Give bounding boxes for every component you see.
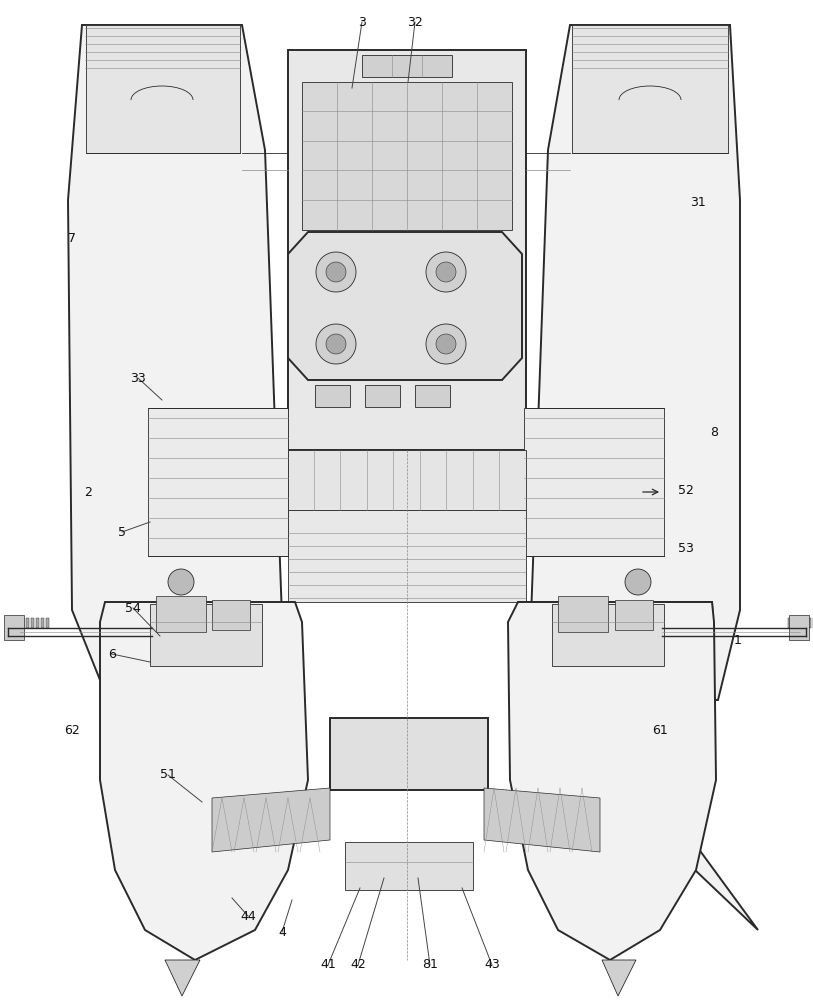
Bar bbox=[362, 55, 452, 77]
Circle shape bbox=[316, 324, 356, 364]
Text: 2: 2 bbox=[84, 486, 92, 498]
Bar bbox=[798, 618, 801, 628]
Polygon shape bbox=[100, 602, 308, 960]
Bar bbox=[558, 596, 608, 632]
Circle shape bbox=[326, 262, 346, 282]
Bar bbox=[6, 618, 9, 628]
Text: 43: 43 bbox=[484, 958, 500, 972]
Bar bbox=[86, 25, 240, 153]
Circle shape bbox=[625, 569, 651, 595]
Text: 7: 7 bbox=[68, 232, 76, 244]
Bar bbox=[148, 408, 288, 556]
Bar bbox=[41, 618, 44, 628]
Bar bbox=[803, 618, 806, 628]
Text: 41: 41 bbox=[320, 958, 336, 972]
Bar bbox=[36, 618, 39, 628]
Bar bbox=[21, 618, 24, 628]
Bar bbox=[615, 600, 653, 630]
Polygon shape bbox=[212, 788, 330, 852]
Polygon shape bbox=[528, 25, 740, 700]
Circle shape bbox=[426, 324, 466, 364]
Text: 62: 62 bbox=[64, 724, 80, 736]
Bar bbox=[31, 618, 34, 628]
Text: 1: 1 bbox=[734, 635, 742, 648]
Bar bbox=[288, 50, 526, 450]
Text: 51: 51 bbox=[160, 768, 176, 782]
Text: 54: 54 bbox=[125, 601, 141, 614]
Bar bbox=[552, 604, 664, 666]
Bar bbox=[789, 615, 809, 640]
Circle shape bbox=[426, 252, 466, 292]
Bar bbox=[288, 450, 526, 510]
Text: 44: 44 bbox=[240, 910, 256, 922]
Bar bbox=[345, 842, 473, 890]
Polygon shape bbox=[508, 602, 716, 960]
Bar bbox=[302, 82, 512, 230]
Bar bbox=[288, 510, 526, 602]
Text: 61: 61 bbox=[652, 724, 667, 736]
Text: 33: 33 bbox=[130, 371, 146, 384]
Text: 8: 8 bbox=[710, 426, 718, 438]
Bar bbox=[212, 600, 250, 630]
Bar bbox=[330, 718, 488, 790]
Text: 81: 81 bbox=[422, 958, 438, 972]
Circle shape bbox=[436, 334, 456, 354]
Bar bbox=[315, 385, 350, 407]
Bar bbox=[793, 618, 796, 628]
Bar bbox=[365, 385, 400, 407]
Bar bbox=[156, 596, 206, 632]
Bar bbox=[572, 25, 728, 153]
Text: 6: 6 bbox=[108, 648, 116, 660]
Polygon shape bbox=[68, 25, 285, 700]
Bar bbox=[16, 618, 19, 628]
Text: 3: 3 bbox=[358, 15, 366, 28]
Bar bbox=[788, 618, 791, 628]
Bar bbox=[4, 615, 24, 640]
Circle shape bbox=[316, 252, 356, 292]
Text: 53: 53 bbox=[678, 542, 694, 554]
Bar bbox=[808, 618, 811, 628]
Text: 5: 5 bbox=[118, 526, 126, 538]
Bar bbox=[150, 604, 262, 666]
Polygon shape bbox=[165, 960, 200, 996]
Circle shape bbox=[168, 569, 194, 595]
Bar bbox=[415, 385, 450, 407]
Circle shape bbox=[326, 334, 346, 354]
Text: 31: 31 bbox=[690, 196, 706, 209]
Text: 32: 32 bbox=[407, 15, 423, 28]
Polygon shape bbox=[602, 960, 636, 996]
Text: 52: 52 bbox=[678, 484, 694, 496]
Bar bbox=[26, 618, 29, 628]
Circle shape bbox=[436, 262, 456, 282]
Polygon shape bbox=[484, 788, 600, 852]
Text: 4: 4 bbox=[278, 926, 286, 938]
Polygon shape bbox=[288, 232, 522, 380]
Bar bbox=[46, 618, 49, 628]
Bar bbox=[524, 408, 664, 556]
Bar bbox=[11, 618, 14, 628]
Text: 42: 42 bbox=[350, 958, 366, 972]
Polygon shape bbox=[518, 602, 758, 930]
